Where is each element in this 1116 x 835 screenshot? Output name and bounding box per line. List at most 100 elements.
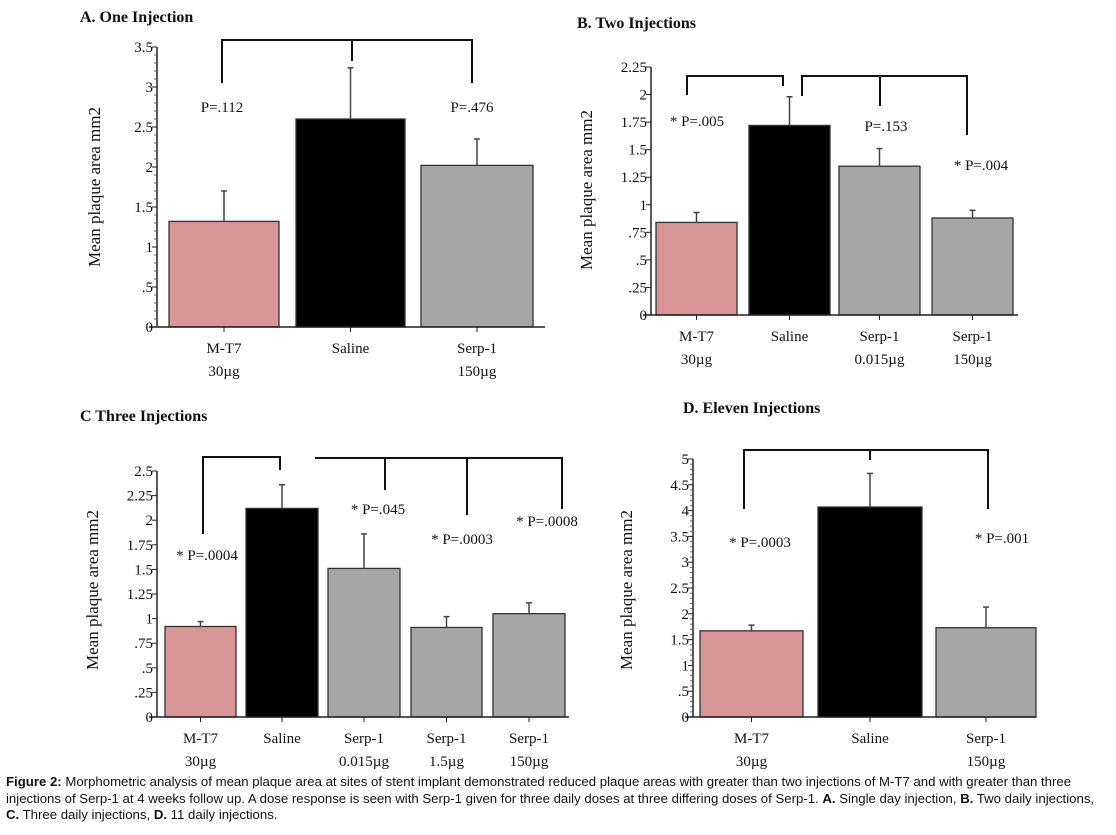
bar bbox=[420, 164, 534, 328]
x-tick-label-sub: 150µg bbox=[458, 364, 497, 380]
y-tick-label: 2.25 bbox=[621, 60, 647, 76]
p-value-label: * P=.001 bbox=[975, 531, 1029, 547]
y-tick-label: 1.25 bbox=[621, 170, 647, 186]
chart-panel-b: B. Two Injections Mean plaque area mm2 M-T… bbox=[577, 15, 1018, 368]
y-axis-label: Mean plaque area mm2 bbox=[85, 107, 104, 267]
bar bbox=[699, 630, 804, 718]
chart-panel-c: C Three Injections Mean plaque area mm2 M-… bbox=[80, 408, 578, 770]
y-tick-label: .5 bbox=[142, 661, 153, 677]
bar bbox=[748, 124, 831, 316]
y-tick-label: 0 bbox=[146, 320, 154, 336]
caption-bold-text: A. bbox=[822, 790, 836, 806]
bar bbox=[931, 217, 1014, 316]
y-tick-label: 1.75 bbox=[127, 538, 153, 554]
y-tick-label: 1.5 bbox=[134, 200, 153, 216]
y-tick-label: 2 bbox=[146, 160, 154, 176]
x-tick-label: Serp-1 bbox=[427, 731, 467, 747]
x-tick-label: M-T7 bbox=[183, 731, 218, 747]
p-value-label: P=.153 bbox=[864, 119, 907, 135]
bar bbox=[655, 221, 738, 316]
x-tick-label-sub: 0.015µg bbox=[855, 352, 905, 368]
bar bbox=[295, 118, 406, 328]
y-tick-label: .5 bbox=[142, 280, 153, 296]
y-tick-label: .5 bbox=[678, 684, 689, 700]
bar bbox=[245, 507, 319, 718]
x-tick-label: Serp-1 bbox=[860, 329, 900, 345]
chart-title: D. Eleven Injections bbox=[683, 400, 820, 417]
x-tick-label: Saline bbox=[332, 341, 370, 357]
y-tick-label: 4.5 bbox=[670, 478, 689, 494]
y-tick-label: 1 bbox=[640, 198, 648, 214]
chart-panel-a: A. One Injection Mean plaque area mm2 M-T7… bbox=[80, 9, 545, 380]
y-tick-label: 2 bbox=[682, 607, 690, 623]
x-tick-label: Serp-1 bbox=[953, 329, 993, 345]
bar bbox=[327, 567, 401, 718]
p-value-label: P=.112 bbox=[201, 100, 244, 116]
y-tick-label: 1.25 bbox=[127, 587, 153, 603]
y-tick-label: 1 bbox=[146, 612, 154, 628]
caption-bold-text: B. bbox=[960, 790, 974, 806]
y-tick-label: 2.5 bbox=[670, 581, 689, 597]
y-tick-label: 3.5 bbox=[134, 40, 153, 56]
y-tick-label: 0 bbox=[682, 710, 690, 726]
x-tick-label: Saline bbox=[263, 731, 301, 747]
y-tick-label: 1.75 bbox=[621, 115, 647, 131]
chart-title: B. Two Injections bbox=[577, 15, 696, 32]
y-tick-label: 1.5 bbox=[628, 143, 647, 159]
p-value-label: * P=.0008 bbox=[516, 514, 578, 530]
y-tick-label: 3.5 bbox=[670, 529, 689, 545]
x-tick-label: Serp-1 bbox=[344, 731, 384, 747]
x-tick-label-sub: 30µg bbox=[736, 754, 768, 770]
p-value-label: * P=.0003 bbox=[729, 535, 791, 551]
p-value-label: * P=.0003 bbox=[431, 532, 493, 548]
caption-text: Single day injection, bbox=[835, 790, 961, 806]
bar bbox=[838, 165, 921, 316]
bar bbox=[817, 506, 923, 718]
bar bbox=[164, 625, 237, 718]
p-value-label: * P=.005 bbox=[670, 114, 724, 130]
p-value-label: P=.476 bbox=[450, 100, 494, 116]
y-tick-label: 3 bbox=[146, 80, 154, 96]
bar bbox=[935, 627, 1037, 718]
x-tick-label-sub: 1.5µg bbox=[429, 754, 464, 770]
y-tick-label: 1.5 bbox=[134, 562, 153, 578]
x-tick-label: Saline bbox=[851, 731, 889, 747]
x-tick-label: M-T7 bbox=[679, 329, 714, 345]
y-tick-label: 1 bbox=[146, 240, 154, 256]
figure-charts: A. One Injection Mean plaque area mm2 M-T7… bbox=[80, 9, 1037, 770]
y-axis-label: Mean plaque area mm2 bbox=[577, 110, 596, 270]
caption-text: Morphometric analysis of mean plaque are… bbox=[6, 774, 1072, 806]
y-tick-label: .75 bbox=[628, 225, 647, 241]
chart-panel-d: D. Eleven Injections Mean plaque area mm2… bbox=[617, 400, 1037, 770]
x-tick-label-sub: 30µg bbox=[681, 352, 713, 368]
caption-text: Two daily injections, bbox=[973, 790, 1095, 806]
x-tick-label: M-T7 bbox=[734, 731, 769, 747]
bar bbox=[492, 613, 566, 718]
y-tick-label: 2.5 bbox=[134, 120, 153, 136]
caption-bold-text: D. bbox=[153, 807, 168, 822]
caption-text: Three daily injections, bbox=[19, 807, 154, 822]
y-axis-label: Mean plaque area mm2 bbox=[83, 510, 102, 670]
bar bbox=[410, 626, 483, 718]
y-tick-label: 2 bbox=[146, 513, 154, 529]
chart-title: A. One Injection bbox=[80, 9, 193, 26]
y-tick-label: .5 bbox=[636, 253, 647, 269]
p-value-label: * P=.0004 bbox=[176, 548, 238, 564]
x-tick-label-sub: 30µg bbox=[208, 364, 240, 380]
y-tick-label: .75 bbox=[134, 636, 153, 652]
y-tick-label: 2.5 bbox=[134, 464, 153, 480]
y-tick-label: 4 bbox=[682, 504, 690, 520]
x-tick-label: Serp-1 bbox=[509, 731, 549, 747]
caption-bold-text: Figure 2: bbox=[6, 774, 62, 789]
y-axis-label: Mean plaque area mm2 bbox=[617, 510, 636, 670]
y-tick-label: 3 bbox=[682, 555, 690, 571]
x-tick-label-sub: 150µg bbox=[967, 754, 1006, 770]
x-tick-label-sub: 0.015µg bbox=[339, 754, 389, 770]
x-tick-label: Serp-1 bbox=[966, 731, 1006, 747]
x-tick-label-sub: 150µg bbox=[953, 352, 992, 368]
y-tick-label: 2.25 bbox=[127, 489, 153, 505]
x-tick-label-sub: 150µg bbox=[510, 754, 549, 770]
y-tick-label: 0 bbox=[146, 710, 154, 726]
figure-caption: Figure 2: Morphometric analysis of mean … bbox=[6, 774, 1110, 824]
